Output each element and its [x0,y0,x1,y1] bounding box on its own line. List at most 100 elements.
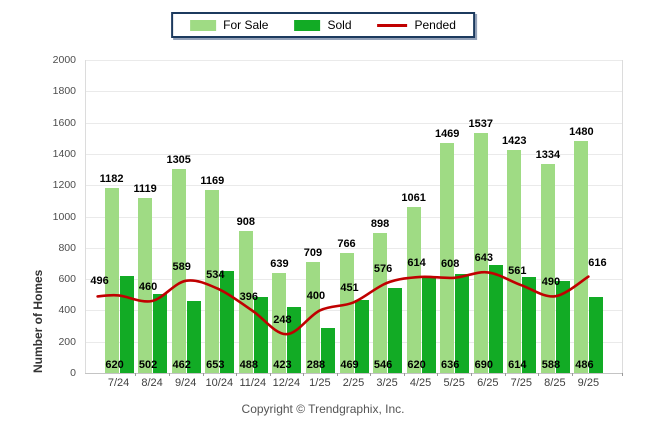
for-sale-value-label: 1305 [166,153,191,166]
x-tick-label: 7/24 [107,377,130,389]
bar-sold [320,327,335,373]
x-tick-label: 4/25 [409,377,432,389]
x-tick-label: 9/25 [577,377,600,389]
x-axis-tick [471,373,472,376]
x-axis-tick [202,373,204,376]
x-axis-tick [504,373,506,376]
for-sale-value-label: 1480 [569,126,594,139]
for-sale-value-label: 1334 [535,149,561,162]
bar-for-sale [540,164,555,373]
plot-border [622,60,623,373]
x-axis-tick [403,373,405,376]
for-sale-value-label: 1423 [502,135,527,148]
y-tick-label: 2000 [52,54,76,66]
bar-for-sale [339,253,354,373]
y-tick-label: 1000 [52,210,76,223]
x-tick-label: 10/24 [205,377,234,389]
bar-sold [421,276,436,373]
for-sale-value-label: 908 [236,215,255,228]
bar-for-sale [574,141,589,373]
bar-sold [522,276,537,373]
bar-for-sale [138,197,153,373]
y-tick-label: 1800 [52,85,76,98]
x-tick-label: 6/25 [477,377,499,389]
bar-sold [186,300,201,373]
for-sale-value-label: 709 [303,247,323,259]
x-tick-label: 8/25 [544,377,566,389]
bar-for-sale [406,207,421,373]
x-axis-tick [336,373,338,376]
x-axis-tick [370,373,372,376]
legend-label-for-sale: For Sale [223,18,269,32]
y-tick-label: 800 [58,241,76,254]
x-axis-tick [437,373,439,376]
gridline [85,60,622,61]
gridline [85,216,622,218]
x-axis-tick [168,373,170,376]
copyright-text: Copyright © Trendgraphix, Inc. [241,402,405,416]
x-axis-tick [135,373,137,376]
y-tick-label: 400 [58,304,76,317]
bar-sold [153,294,168,373]
x-tick-label: 1/25 [309,377,331,389]
gridline [85,91,622,93]
for-sale-value-label: 1469 [434,128,460,141]
bar-for-sale [440,143,455,373]
y-tick-label: 1200 [52,179,76,192]
x-tick-label: 12/24 [272,377,301,389]
for-sale-value-label: 639 [270,258,289,270]
x-axis-tick [622,373,623,376]
legend-label-sold: Sold [327,18,352,32]
x-tick-label: 2/25 [342,377,365,389]
x-axis-tick [571,373,573,376]
bar-for-sale [238,230,253,373]
x-axis-tick [303,373,305,376]
for-sale-value-label: 1061 [401,192,426,204]
bar-for-sale [272,273,287,373]
bar-for-sale [104,188,119,373]
x-axis-tick [269,373,271,376]
x-tick-label: 3/25 [376,377,398,389]
x-tick-label: 11/24 [239,377,267,389]
x-tick-label: 5/25 [443,377,465,389]
bar-sold [455,273,470,373]
bar-for-sale [305,262,320,373]
pended-line-swatch-icon [377,23,408,27]
legend-item-pended: Pended [377,18,456,32]
bar-for-sale [171,168,186,373]
gridline [85,247,622,249]
gridline [85,341,622,343]
for-sale-value-label: 898 [370,217,390,230]
x-axis-tick [236,373,237,376]
gridline [85,373,622,374]
y-tick-label: 1600 [52,116,76,129]
bar-sold [388,287,403,373]
bar-sold [220,270,235,373]
gridline [85,153,622,155]
gridline [85,185,622,187]
y-tick-label: 600 [58,273,76,286]
bar-sold [555,281,570,373]
bar-sold [488,265,503,373]
legend-item-for-sale: For Sale [190,18,268,32]
bar-for-sale [473,132,488,373]
gridline [85,122,622,124]
bar-sold [119,276,134,373]
x-tick-label: 8/24 [141,377,163,389]
bar-sold [287,306,302,373]
y-tick-label: 200 [58,335,76,348]
x-tick-label: 9/24 [174,377,197,389]
pended-value-label: 616 [588,256,607,269]
legend-item-sold: Sold [294,18,352,32]
plot-border [85,60,86,373]
legend: For Sale Sold Pended [171,12,475,38]
bar-for-sale [507,150,522,373]
for-sale-swatch-icon [190,19,217,31]
bar-sold [354,299,369,373]
y-tick-label: 1400 [52,147,76,160]
y-tick-label: 0 [70,367,76,379]
legend-label-pended: Pended [414,18,456,32]
x-axis-tick [538,373,540,376]
